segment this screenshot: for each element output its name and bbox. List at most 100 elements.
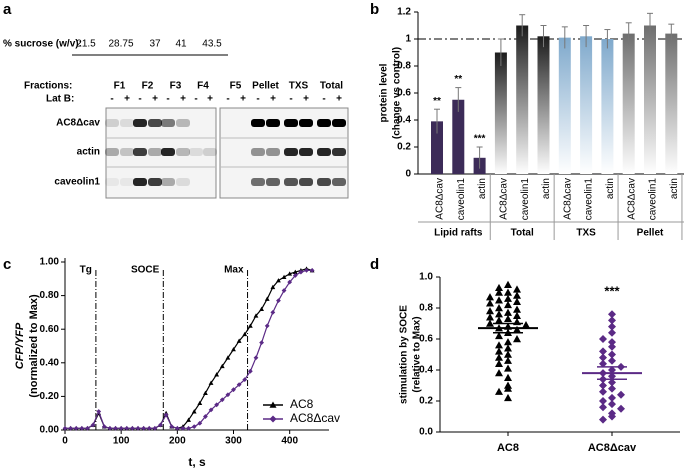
legend-label: AC8Δcav	[290, 411, 340, 425]
data-point	[486, 299, 494, 307]
data-point	[599, 387, 607, 396]
data-point	[73, 425, 79, 431]
legend-marker	[269, 415, 277, 423]
panel-label: c	[3, 256, 11, 273]
data-point	[107, 425, 113, 431]
blot-band	[332, 148, 346, 156]
y-tick-label: 1	[405, 34, 411, 45]
blot-band	[299, 148, 313, 156]
y-tick-label: 0.0	[419, 427, 433, 438]
y-tick-label: 0.6	[397, 88, 411, 99]
group-label: Lipid rafts	[434, 228, 483, 239]
sucrose-label: % sucrose (w/v):	[3, 39, 82, 50]
data-point	[486, 313, 494, 321]
event-label: Max	[224, 265, 244, 276]
sucrose-value: 41	[175, 39, 187, 50]
data-point	[608, 338, 616, 347]
blot-band	[266, 148, 280, 156]
group-label: TXS	[576, 228, 596, 239]
latb-sign: +	[303, 94, 309, 105]
data-point	[169, 424, 175, 430]
blot-row-label: AC8Δcav	[56, 118, 100, 129]
data-point	[304, 268, 309, 273]
data-point	[203, 414, 208, 419]
data-point	[236, 382, 242, 388]
y-tick-label: 0.2	[419, 396, 433, 407]
data-point	[608, 350, 616, 359]
y-tick-label: 0.8	[419, 303, 433, 314]
latb-sign: -	[110, 94, 113, 105]
data-point	[486, 293, 494, 301]
panel-label: a	[3, 1, 12, 18]
fraction-label: Total	[320, 81, 343, 92]
data-point	[599, 415, 607, 424]
data-point	[259, 306, 264, 311]
data-point	[486, 319, 494, 327]
data-point	[495, 331, 503, 340]
x-tick-label: caveolin1	[520, 178, 531, 221]
data-point	[608, 316, 616, 325]
blot-band	[284, 119, 298, 127]
data-point	[174, 425, 180, 431]
x-tick-label: AC8Δcav	[435, 178, 446, 220]
latb-sign: +	[240, 94, 246, 105]
y-axis-label: (relative to Max)	[412, 316, 423, 392]
x-tick-label: caveolin1	[456, 178, 467, 221]
data-point	[608, 393, 616, 402]
data-point	[281, 288, 287, 293]
bar	[665, 33, 678, 174]
data-point	[495, 341, 503, 349]
data-point	[152, 425, 158, 431]
data-point	[62, 425, 68, 431]
blot-band	[120, 119, 134, 127]
data-point	[495, 288, 503, 296]
legend-label: AC8	[290, 397, 314, 411]
data-point	[513, 297, 521, 305]
fraction-label: TXS	[289, 81, 309, 92]
fraction-label: F5	[230, 81, 242, 92]
y-axis-label: CFP/YFP	[14, 322, 26, 369]
data-point	[158, 422, 163, 428]
data-point	[214, 372, 220, 377]
data-point	[495, 296, 503, 304]
data-point	[513, 335, 521, 343]
data-point	[208, 407, 214, 413]
x-tick-label: 300	[225, 436, 242, 447]
event-label: SOCE	[131, 265, 160, 276]
data-point	[96, 409, 102, 414]
data-point	[495, 369, 503, 377]
y-tick-label: 0.00	[40, 425, 60, 436]
blot-band	[176, 119, 190, 127]
x-tick-label: 200	[169, 436, 186, 447]
latb-label: Lat B:	[46, 94, 74, 105]
latb-sign: -	[194, 94, 197, 105]
data-point	[141, 425, 147, 431]
data-point	[276, 298, 281, 304]
y-tick-label: 0.2	[397, 142, 411, 153]
data-point	[504, 308, 512, 316]
y-tick-label: 1.00	[40, 257, 60, 268]
y-axis-label: stimulation by SOCE	[399, 305, 410, 404]
y-tick-label: 0.8	[397, 61, 411, 72]
data-point	[495, 310, 503, 318]
latb-sign: +	[152, 94, 158, 105]
data-point	[292, 273, 298, 278]
blot-band	[133, 178, 147, 186]
data-point	[219, 363, 225, 369]
data-point	[253, 355, 259, 361]
data-point	[504, 393, 512, 402]
data-point	[495, 316, 503, 324]
data-point	[259, 340, 264, 346]
bar	[537, 36, 550, 174]
data-point	[495, 359, 503, 367]
x-tick-label: actin	[605, 178, 616, 199]
blot-band	[251, 119, 265, 127]
y-axis-label: (change vs control)	[392, 47, 403, 139]
data-point	[608, 356, 616, 365]
bar	[622, 33, 635, 174]
x-tick-label: 100	[113, 436, 130, 447]
blot-band	[284, 148, 298, 156]
blot-band	[161, 119, 175, 127]
data-point	[191, 424, 197, 430]
